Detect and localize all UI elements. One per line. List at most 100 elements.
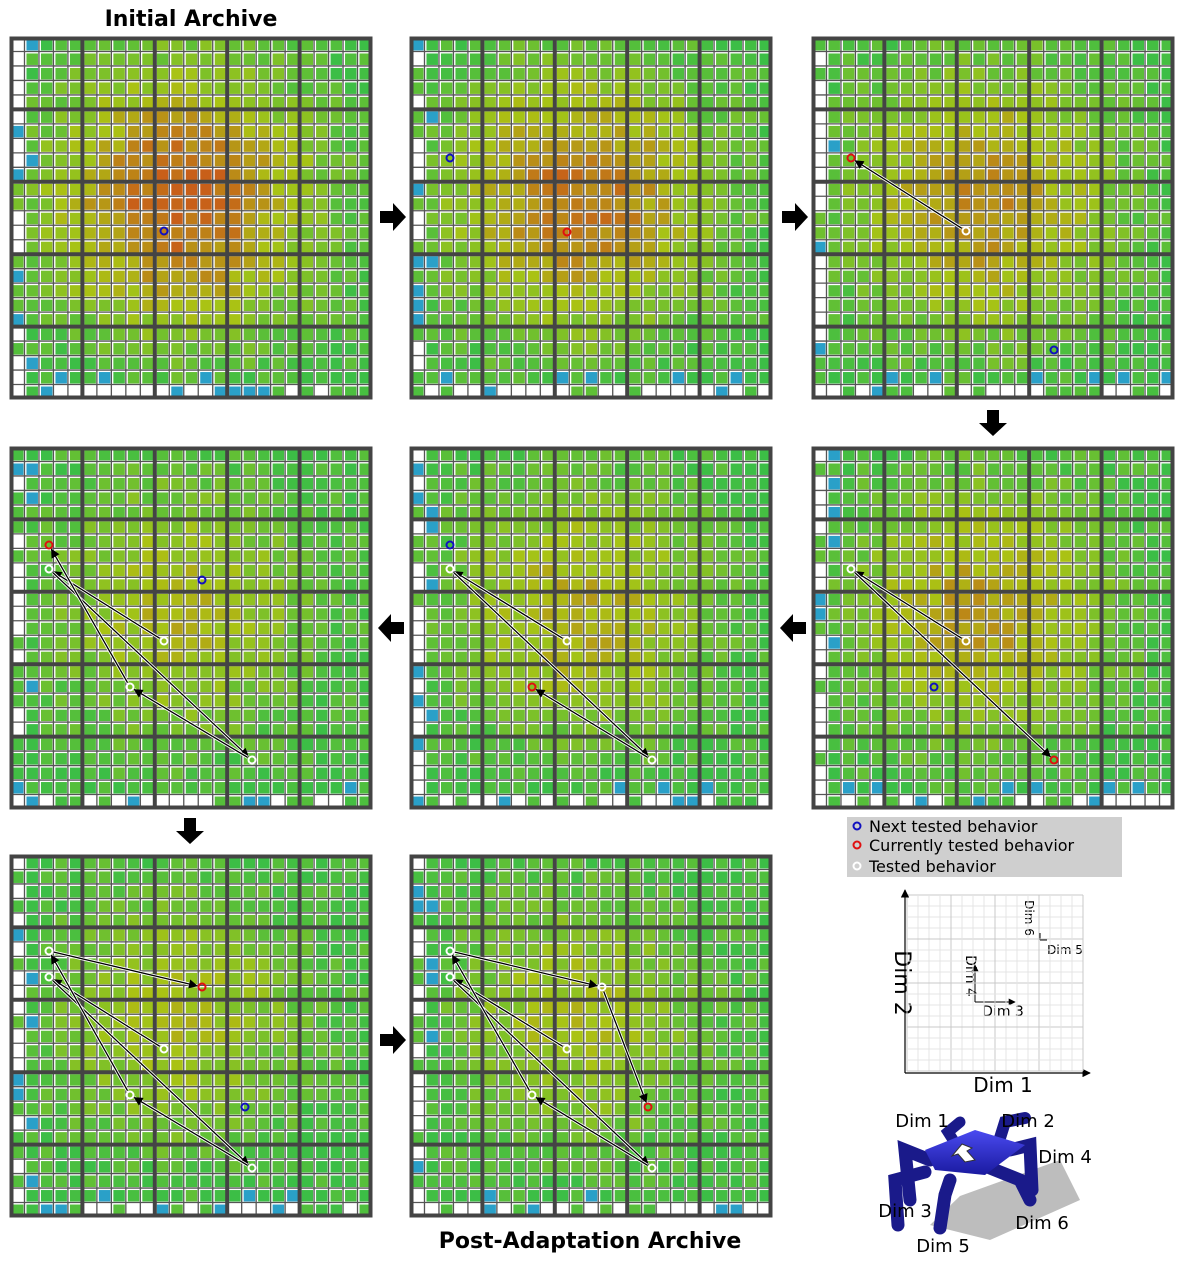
archive-cell [157, 623, 168, 634]
archive-cell [843, 68, 854, 79]
archive-cell [857, 242, 868, 253]
archive-cell [215, 958, 226, 969]
archive-cell [1104, 329, 1115, 340]
archive-cell [745, 710, 756, 721]
archive-cell [915, 53, 926, 64]
archive-cell [673, 300, 684, 311]
archive-cell [55, 1190, 66, 1201]
archive-cell [84, 915, 95, 926]
archive-cell [200, 753, 211, 764]
archive-cell [959, 97, 970, 108]
archive-cell [1017, 227, 1028, 238]
archive-cell [600, 594, 611, 605]
archive-cell [745, 652, 756, 663]
archive-cell [644, 300, 655, 311]
archive-cell [99, 39, 110, 50]
archive-cell [499, 521, 510, 532]
archive-cell [142, 213, 153, 224]
archive-cell [644, 886, 655, 897]
archive-cell [673, 550, 684, 561]
archive-cell [70, 184, 81, 195]
archive-cell [316, 958, 327, 969]
archive-cell [302, 478, 313, 489]
archive-cell [1002, 314, 1013, 325]
archive-cell [229, 227, 240, 238]
archive-cell [843, 449, 854, 460]
archive-cell [1133, 82, 1144, 93]
archive-cell [186, 768, 197, 779]
archive-cell [673, 681, 684, 692]
archive-cell [171, 256, 182, 267]
archive-cell [157, 724, 168, 735]
archive-cell [412, 184, 423, 195]
archive-cell [84, 521, 95, 532]
archive-cell [843, 681, 854, 692]
archive-cell [244, 1176, 255, 1187]
archive-cell [1017, 126, 1028, 137]
archive-cell [316, 39, 327, 50]
archive-cell [716, 710, 727, 721]
archive-cell [12, 871, 23, 882]
archive-cell [542, 886, 553, 897]
archive-cell [513, 987, 524, 998]
archive-cell [99, 111, 110, 122]
archive-cell [901, 343, 912, 354]
archive-cell [745, 594, 756, 605]
archive-cell [586, 507, 597, 518]
archive-cell [99, 1176, 110, 1187]
archive-cell [1133, 358, 1144, 369]
archive-cell [258, 681, 269, 692]
archive-cell [828, 111, 839, 122]
archive-cell [426, 507, 437, 518]
archive-cell [244, 184, 255, 195]
archive-cell [1002, 155, 1013, 166]
archive-cell [287, 1002, 298, 1013]
archive-cell [345, 1002, 356, 1013]
archive-cell [215, 1161, 226, 1172]
archive-cell [273, 372, 284, 383]
archive-cell [412, 300, 423, 311]
archive-cell [600, 1045, 611, 1056]
archive-cell [915, 140, 926, 151]
archive-cell [930, 39, 941, 50]
archive-cell [470, 915, 481, 926]
archive-cell [542, 140, 553, 151]
archive-cell [901, 169, 912, 180]
archive-cell [41, 1176, 52, 1187]
archive-cell [915, 111, 926, 122]
archive-cell [1075, 314, 1086, 325]
archive-cell [702, 449, 713, 460]
archive-cell [287, 536, 298, 547]
archive-cell [586, 53, 597, 64]
archive-cell [142, 140, 153, 151]
archive-cell [99, 97, 110, 108]
archive-cell [901, 111, 912, 122]
archive-cell [345, 140, 356, 151]
archive-cell [1133, 478, 1144, 489]
archive-cell [171, 782, 182, 793]
archive-cell [287, 300, 298, 311]
archive-cell [857, 358, 868, 369]
archive-cell [26, 710, 37, 721]
archive-cell [345, 900, 356, 911]
archive-cell [843, 710, 854, 721]
archive-cell [1089, 507, 1100, 518]
archive-cell [571, 343, 582, 354]
archive-cell [99, 256, 110, 267]
archive-cell [1031, 97, 1042, 108]
archive-cell [886, 478, 897, 489]
archive-cell [244, 1118, 255, 1129]
archive-cell [1147, 227, 1158, 238]
archive-cell [200, 768, 211, 779]
archive-cell [229, 155, 240, 166]
archive-cell [200, 666, 211, 677]
archive-cell [12, 666, 23, 677]
archive-cell [586, 608, 597, 619]
archive-cell [331, 184, 342, 195]
archive-cell [287, 343, 298, 354]
archive-cell [716, 536, 727, 547]
archive-cell [128, 782, 139, 793]
archive-cell [988, 608, 999, 619]
archive-cell [26, 285, 37, 296]
